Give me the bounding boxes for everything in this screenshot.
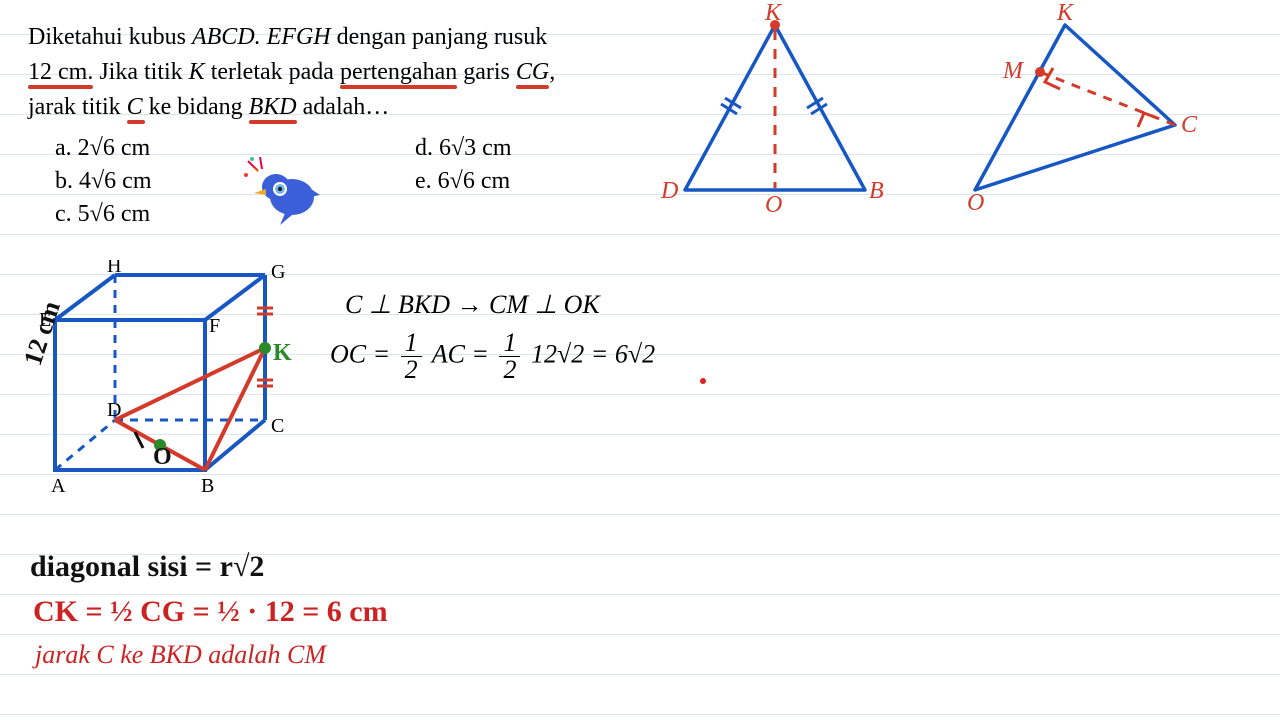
label-K: K [273, 340, 292, 367]
t: AC = [432, 339, 496, 368]
underline-pertengahan: pertengahan [340, 59, 457, 85]
handnote-ck: CK = ½ CG = ½ · 12 = 6 cm [33, 595, 388, 629]
t: BKD [249, 94, 297, 120]
t: ABCD. EFGH [192, 24, 331, 50]
label-M: M [1003, 58, 1023, 85]
label-C2: C [1181, 112, 1197, 139]
svg-text:B: B [201, 475, 214, 497]
math-perp-statement: C ⊥ BKD → CM ⊥ OK [345, 290, 600, 320]
t: 12√2 [531, 339, 584, 368]
label-D: D [661, 178, 678, 205]
t: 2 [401, 357, 422, 383]
fraction-half-1: 12 [401, 330, 422, 383]
t: ke bidang [143, 94, 249, 120]
svg-text:A: A [51, 475, 66, 497]
t: pertengahan [340, 59, 457, 85]
underline-cg: CG [516, 59, 549, 85]
t: 1 [499, 330, 520, 357]
triangle-koc-diagram: K M C O [945, 10, 1205, 210]
svg-text:F: F [209, 315, 220, 337]
question-text: Diketahui kubus ABCD. EFGH dengan panjan… [28, 20, 668, 124]
svg-text:H: H [107, 260, 121, 277]
t: 6√2 [615, 339, 655, 368]
t: , [549, 59, 555, 85]
choice-c: c. 5√6 cm [55, 201, 152, 228]
handnote-jarak: jarak C ke BKD adalah CM [35, 640, 326, 670]
svg-text:D: D [107, 399, 121, 421]
label-O: O [153, 444, 172, 471]
triangle-dob-diagram: K D B O [655, 10, 895, 210]
t: K [189, 59, 205, 85]
choice-d: d. 6√3 cm [415, 135, 512, 162]
t: OC = [330, 339, 397, 368]
label-K2: K [1057, 0, 1073, 27]
t: dengan panjang rusuk [331, 24, 548, 50]
mascot-bird-icon [240, 155, 330, 225]
t: jarak titik [28, 94, 127, 120]
t: Jika titik [93, 59, 188, 85]
label-O2: O [967, 190, 984, 217]
choice-a: a. 2√6 cm [55, 135, 152, 162]
underline-c: C [127, 94, 143, 120]
t: adalah… [297, 94, 390, 120]
fraction-half-2: 12 [499, 330, 520, 383]
t: garis [457, 59, 516, 85]
t: 12 cm. [28, 59, 93, 85]
t: CG [516, 59, 549, 85]
label-O1: O [765, 192, 782, 219]
label-B: B [869, 178, 884, 205]
svg-text:G: G [271, 261, 285, 283]
t: terletak pada [205, 59, 340, 85]
t: 1 [401, 330, 422, 357]
choice-e: e. 6√6 cm [415, 168, 512, 195]
underline-bkd: BKD [249, 94, 297, 120]
red-dot-icon [700, 378, 706, 384]
svg-text:C: C [271, 415, 284, 437]
t: = [591, 339, 615, 368]
t: 2 [499, 357, 520, 383]
answers-col1: a. 2√6 cm b. 4√6 cm c. 5√6 cm [55, 135, 152, 234]
choice-b: b. 4√6 cm [55, 168, 152, 195]
cube-diagram: A B C D E F G H K O [35, 260, 295, 500]
t: C [127, 94, 143, 120]
label-K1: K [765, 0, 781, 27]
handnote-diagonal: diagonal sisi = r√2 [30, 550, 264, 584]
t: Diketahui kubus [28, 24, 192, 50]
math-oc-derivation: OC = 12 AC = 12 12√2 = 6√2 [330, 330, 655, 383]
answers-col2: d. 6√3 cm e. 6√6 cm [415, 135, 512, 201]
underline-12cm: 12 cm. [28, 59, 93, 85]
